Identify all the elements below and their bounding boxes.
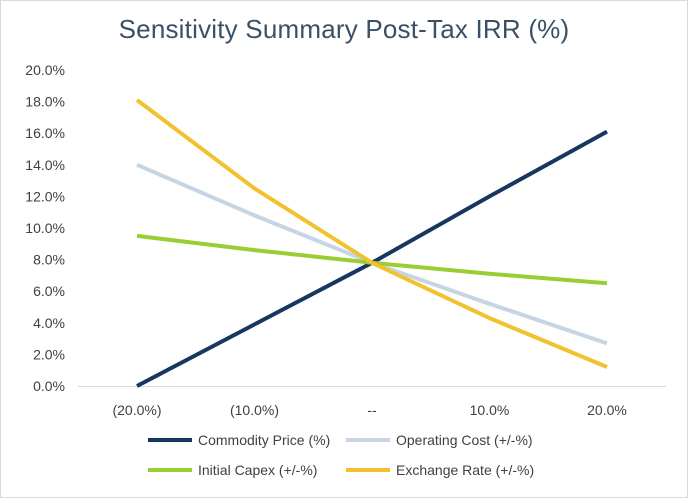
series-line-commodity-price (136, 129, 608, 388)
legend-swatch-commodity-price (148, 438, 192, 442)
x-tick-label: 20.0% (587, 402, 627, 418)
chart-title: Sensitivity Summary Post-Tax IRR (%) (118, 14, 570, 44)
legend-item-commodity-price: Commodity Price (%) (148, 432, 330, 448)
legend-label: Initial Capex (+/-%) (198, 462, 318, 478)
y-tick-label: 0.0% (33, 378, 65, 394)
legend-item-initial-capex: Initial Capex (+/-%) (148, 462, 317, 478)
y-tick-label: 2.0% (33, 346, 65, 362)
legend-label: Commodity Price (%) (198, 432, 331, 448)
y-tick-label: 18.0% (25, 94, 65, 110)
y-tick-label: 12.0% (25, 188, 65, 204)
y-tick-label: 4.0% (33, 315, 65, 331)
legend-label: Exchange Rate (+/-%) (396, 462, 535, 478)
x-tick-label: 10.0% (470, 402, 510, 418)
y-tick-label: 10.0% (25, 220, 65, 236)
series-line-operating-cost (136, 162, 608, 346)
y-tick-label: 14.0% (25, 157, 65, 173)
y-tick-label: 16.0% (25, 125, 65, 141)
y-tick-label: 6.0% (33, 283, 65, 299)
legend-item-operating-cost: Operating Cost (+/-%) (346, 432, 533, 448)
legend-label: Operating Cost (+/-%) (396, 432, 533, 448)
legend-item-exchange-rate: Exchange Rate (+/-%) (346, 462, 534, 478)
y-tick-label: 20.0% (25, 62, 65, 78)
legend-swatch-operating-cost (346, 438, 390, 442)
y-tick-label: 8.0% (33, 252, 65, 268)
y-axis-ticks: 0.0% 2.0% 4.0% 6.0% 8.0% 10.0% 12.0% 14.0% 16.0%… (25, 62, 65, 394)
series-lines (135, 98, 608, 388)
x-tick-label: (10.0%) (230, 402, 279, 418)
legend-swatch-initial-capex (148, 468, 192, 472)
series-line-exchange-rate (135, 98, 608, 369)
x-tick-label: (20.0%) (112, 402, 161, 418)
series-line-initial-capex (136, 233, 608, 286)
x-axis-ticks: (20.0%) (10.0%) -- 10.0% 20.0% (112, 402, 626, 418)
x-tick-label: -- (367, 402, 377, 418)
legend-swatch-exchange-rate (346, 468, 390, 472)
